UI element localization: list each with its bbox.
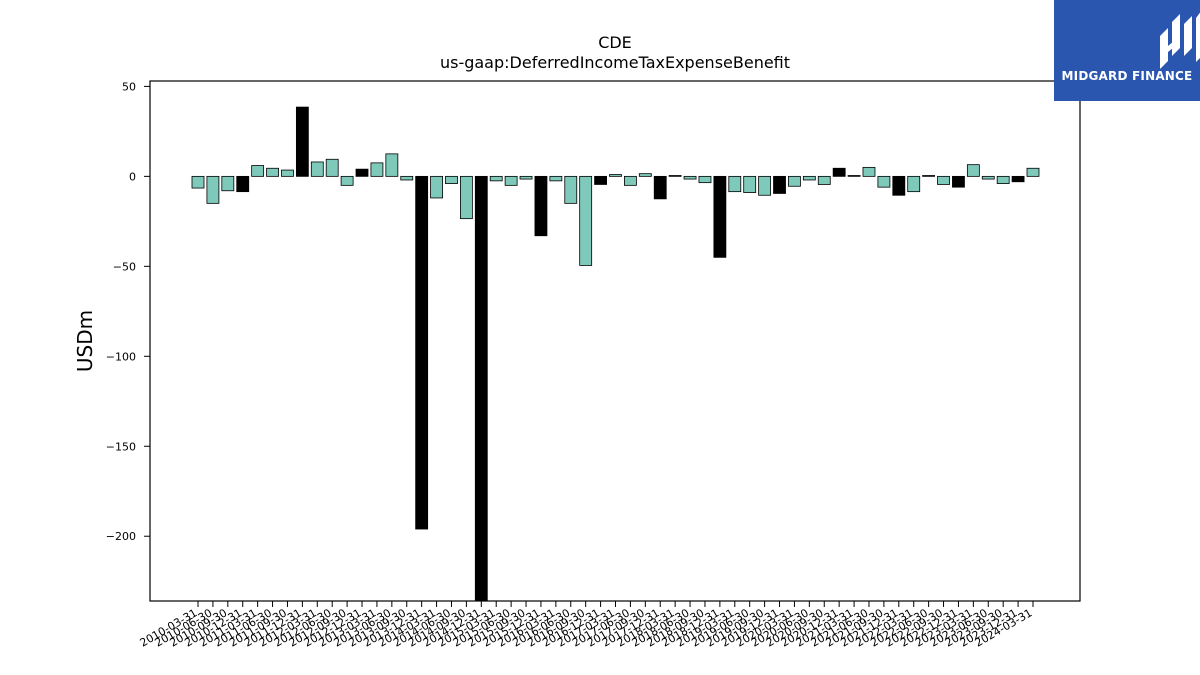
bar [251, 165, 265, 177]
bar [191, 175, 205, 189]
y-axis-ticks: 50 0 −50 −100 −150 −200 [106, 80, 150, 543]
bar [400, 175, 414, 181]
y-axis-label: USDm [73, 310, 97, 372]
bar [922, 175, 936, 177]
bar [1011, 175, 1025, 183]
bar [609, 174, 622, 177]
bar [295, 106, 309, 177]
bar [966, 164, 980, 177]
bar [996, 175, 1010, 184]
y-tick-label: −100 [106, 350, 136, 363]
brand-name: MIDGARD FINANCE [1061, 69, 1193, 83]
bar [862, 166, 876, 177]
bar [698, 175, 712, 184]
bar [624, 175, 637, 186]
y-tick-label: 0 [129, 170, 136, 183]
bar [340, 175, 354, 186]
midgard-m-logo-icon [1160, 12, 1200, 69]
y-tick-label: −50 [113, 260, 136, 273]
bar [325, 158, 339, 177]
bar [266, 167, 279, 177]
bar [728, 175, 742, 193]
y-tick-label: −200 [106, 530, 136, 543]
bar [310, 161, 324, 177]
bar [817, 175, 831, 185]
bar [743, 175, 757, 193]
bar [206, 175, 220, 204]
bar [221, 175, 235, 192]
bar [773, 175, 786, 194]
bar [445, 175, 458, 184]
bar [1026, 167, 1040, 177]
plot-frame [149, 80, 1081, 602]
bar [788, 175, 801, 187]
bar [415, 175, 429, 530]
bar [236, 175, 250, 193]
bar [981, 175, 995, 180]
chart-title: CDE [598, 33, 632, 52]
bar [549, 175, 563, 182]
bar [683, 175, 697, 180]
bar [638, 173, 652, 177]
bar [355, 168, 369, 177]
y-tick-label: 50 [122, 80, 136, 93]
brand-logo: MIDGARD FINANCE [1054, 0, 1200, 101]
bar [653, 175, 667, 200]
bar [907, 175, 921, 193]
y-tick-label: −150 [106, 440, 136, 453]
bar [832, 167, 846, 177]
bar [430, 175, 443, 199]
bar [504, 175, 518, 186]
bar [281, 169, 294, 177]
bar [519, 175, 533, 180]
bar [847, 175, 861, 177]
bar [713, 175, 727, 258]
bar [474, 175, 488, 602]
x-axis-ticks: 2010-03-312010-06-302010-09-302010-12-31… [138, 601, 1035, 650]
bar [489, 175, 503, 182]
bar [594, 175, 607, 185]
bar [534, 175, 548, 237]
bar [758, 175, 772, 196]
bar [579, 175, 593, 266]
bar [802, 175, 816, 181]
bar [668, 175, 682, 177]
bar [385, 153, 399, 177]
bar [370, 162, 384, 177]
bar [877, 175, 891, 188]
bar [892, 175, 906, 196]
bar [937, 175, 950, 185]
bar [952, 175, 965, 188]
chart-subtitle: us-gaap:DeferredIncomeTaxExpenseBenefit [440, 53, 790, 72]
bar-series [191, 106, 1040, 602]
bar [564, 175, 578, 204]
bar [459, 175, 473, 220]
